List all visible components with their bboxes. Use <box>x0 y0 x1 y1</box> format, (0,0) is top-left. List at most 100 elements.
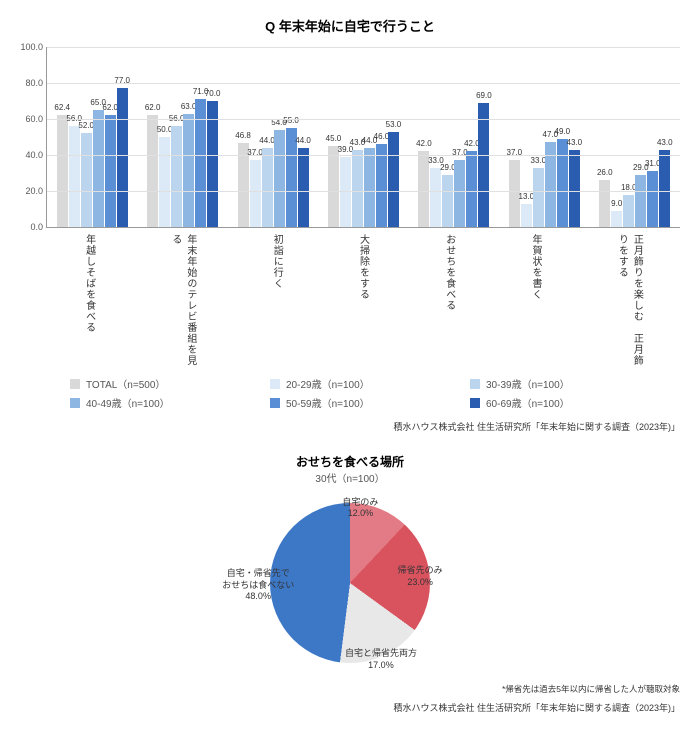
bar-chart-area: 62.456.052.065.062.077.062.050.056.063.0… <box>46 47 680 228</box>
y-tick: 0.0 <box>11 222 43 232</box>
bar-value-label: 55.0 <box>283 116 299 125</box>
bar: 37.0 <box>454 160 465 227</box>
bar: 43.0 <box>659 150 670 227</box>
legend-label: TOTAL（n=500） <box>86 376 165 391</box>
bar: 44.0 <box>298 148 309 227</box>
bar-value-label: 70.0 <box>205 89 221 98</box>
bar-value-label: 44.0 <box>295 136 311 145</box>
gridline <box>47 119 680 120</box>
bar: 42.0 <box>466 151 477 227</box>
bar: 50.0 <box>159 137 170 227</box>
bar-value-label: 37.0 <box>507 148 523 157</box>
y-tick: 60.0 <box>11 114 43 124</box>
bar-value-label: 13.0 <box>519 192 535 201</box>
bar-chart: Q 年末年始に自宅で行うこと 62.456.052.065.062.077.06… <box>10 16 690 433</box>
bar-value-label: 62.4 <box>54 103 70 112</box>
legend-label: 20-29歳（n=100） <box>286 376 370 391</box>
y-tick: 20.0 <box>11 186 43 196</box>
bar-legend: TOTAL（n=500）20-29歳（n=100）30-39歳（n=100）40… <box>70 376 690 414</box>
legend-swatch <box>270 379 280 389</box>
pie-slice-label: 自宅と帰省先両方17.0% <box>345 648 417 671</box>
legend-label: 60-69歳（n=100） <box>486 395 570 410</box>
legend-item: 60-69歳（n=100） <box>470 395 670 410</box>
legend-item: TOTAL（n=500） <box>70 376 270 391</box>
gridline <box>47 47 680 48</box>
bar: 65.0 <box>93 110 104 227</box>
bar: 37.0 <box>250 160 261 227</box>
x-label: 年賀状を書く <box>528 228 543 368</box>
bar: 54.0 <box>274 130 285 227</box>
bar: 49.0 <box>557 139 568 227</box>
legend-label: 30-39歳（n=100） <box>486 376 570 391</box>
bar-value-label: 37.0 <box>452 148 468 157</box>
x-label: 年越しそばを食べる <box>82 228 97 368</box>
bar-value-label: 45.0 <box>326 134 342 143</box>
gridline <box>47 155 680 156</box>
bar-group: 42.033.029.037.042.069.0 <box>418 103 489 227</box>
pie-slice-label: 自宅のみ12.0% <box>342 497 378 520</box>
bar-value-label: 52.0 <box>78 121 94 130</box>
x-label: 年末年始のテレビ番組を見る <box>168 228 198 368</box>
bar-group: 62.4 56.052.065.062.077.0 <box>57 88 128 227</box>
bar: 56.0 <box>69 126 80 227</box>
bar-group: 46.837.044.054.055.044.0 <box>238 128 309 227</box>
bar: 62.0 <box>105 115 116 227</box>
legend-item: 30-39歳（n=100） <box>470 376 670 391</box>
bar: 29.0 <box>442 175 453 227</box>
gridline <box>47 191 680 192</box>
bar-source: 積水ハウス株式会社 住生活研究所「年末年始に関する調査（2023年)」 <box>10 420 680 433</box>
pie-slice-label: 帰省先のみ23.0% <box>398 565 443 588</box>
bar: 18.0 <box>623 195 634 227</box>
bar-value-label: 31.0 <box>645 159 661 168</box>
legend-swatch <box>470 398 480 408</box>
bar: 44.0 <box>364 148 375 227</box>
legend-item: 20-29歳（n=100） <box>270 376 470 391</box>
pie-slice-label: 自宅・帰省先でおせちは食べない48.0% <box>222 568 294 603</box>
legend-swatch <box>70 379 80 389</box>
bar-group: 26.09.018.029.031.043.0 <box>599 150 670 227</box>
bar-chart-title: Q 年末年始に自宅で行うこと <box>10 16 690 35</box>
legend-swatch <box>270 398 280 408</box>
bar-value-label: 42.0 <box>416 139 432 148</box>
bar-value-label: 9.0 <box>611 199 622 208</box>
bar-group: 37.013.033.047.049.043.0 <box>509 139 580 227</box>
pie-title: おせちを食べる場所 <box>10 453 690 470</box>
bar-value-label: 62.0 <box>145 103 161 112</box>
bar: 46.0 <box>376 144 387 227</box>
bar: 31.0 <box>647 171 658 227</box>
bar: 77.0 <box>117 88 128 227</box>
bar-value-label: 44.0 <box>259 136 275 145</box>
bar: 9.0 <box>611 211 622 227</box>
y-tick: 80.0 <box>11 78 43 88</box>
bar-value-label: 46.8 <box>235 131 251 140</box>
pie-source: 積水ハウス株式会社 住生活研究所「年末年始に関する調査（2023年)」 <box>10 701 680 714</box>
bar: 43.0 <box>569 150 580 227</box>
bar: 45.0 <box>328 146 339 227</box>
bar-groups: 62.456.052.065.062.077.062.050.056.063.0… <box>47 47 680 227</box>
bar-value-label: 42.0 <box>464 139 480 148</box>
bar: 43.0 <box>352 150 363 227</box>
bar-value-label: 62.0 <box>102 103 118 112</box>
bar-group: 45.039.043.044.046.053.0 <box>328 132 399 227</box>
x-label: 正月飾りを楽しむ 正月飾りをする <box>614 228 644 368</box>
legend-swatch <box>470 379 480 389</box>
x-label: 初詣に行く <box>269 228 284 368</box>
bar-value-label: 33.0 <box>531 156 547 165</box>
gridline <box>47 83 680 84</box>
y-tick: 40.0 <box>11 150 43 160</box>
bar: 69.0 <box>478 103 489 227</box>
legend-swatch <box>70 398 80 408</box>
pie-subtitle: 30代（n=100） <box>10 470 690 485</box>
legend-label: 50-59歳（n=100） <box>286 395 370 410</box>
bar-value-label: 69.0 <box>476 91 492 100</box>
bar-value-label: 50.0 <box>157 125 173 134</box>
bar-value-label: 37.0 <box>247 148 263 157</box>
bar-value-label: 49.0 <box>555 127 571 136</box>
bar-value-label: 53.0 <box>386 120 402 129</box>
bar: 52.0 <box>81 133 92 227</box>
legend-item: 50-59歳（n=100） <box>270 395 470 410</box>
bar-value-label: 77.0 <box>114 76 130 85</box>
bar: 33.0 <box>430 168 441 227</box>
bar-x-labels: 年越しそばを食べる年末年始のテレビ番組を見る初詣に行く大掃除をするおせちを食べる… <box>46 228 680 368</box>
pie-chart: おせちを食べる場所 30代（n=100） 自宅のみ12.0% 帰省先のみ23.0%… <box>10 453 690 714</box>
